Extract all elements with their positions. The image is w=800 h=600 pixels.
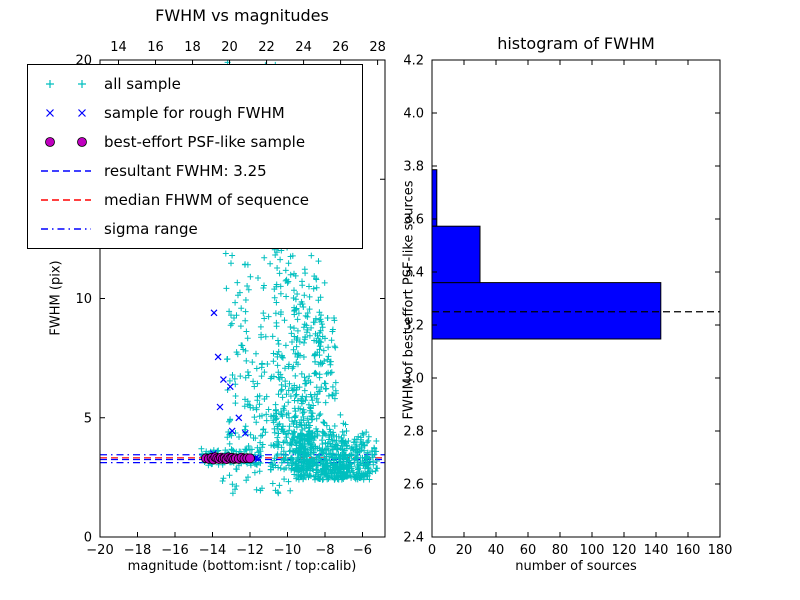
svg-text:0: 0 <box>428 543 436 558</box>
svg-text:−10: −10 <box>274 543 301 558</box>
svg-text:16: 16 <box>147 40 164 55</box>
histogram-xlabel: number of sources <box>515 559 637 574</box>
legend-label: median FHWM of sequence <box>104 191 309 209</box>
psf-sample-marker-icon <box>38 133 94 151</box>
histogram-bar <box>431 225 481 284</box>
histogram-ylabel: FWHM of best-effort PSF-like sources <box>401 180 417 420</box>
svg-text:14: 14 <box>110 40 127 55</box>
svg-text:−20: −20 <box>86 543 113 558</box>
svg-text:60: 60 <box>520 543 537 558</box>
legend-item: sample for rough FWHM <box>38 102 352 124</box>
svg-text:3.4: 3.4 <box>403 266 424 281</box>
svg-text:20: 20 <box>456 543 473 558</box>
svg-text:5: 5 <box>84 411 92 426</box>
histogram-bar <box>431 282 662 340</box>
svg-text:40: 40 <box>488 543 505 558</box>
svg-text:160: 160 <box>676 543 701 558</box>
svg-text:2.6: 2.6 <box>403 478 424 493</box>
svg-text:−16: −16 <box>161 543 188 558</box>
histogram-bars <box>431 169 662 340</box>
legend-item: sigma range <box>38 218 352 240</box>
svg-text:20: 20 <box>221 40 238 55</box>
scatter-title: FWHM vs magnitudes <box>155 6 329 25</box>
svg-text:18: 18 <box>184 40 201 55</box>
scatter-plot-area <box>100 60 385 497</box>
svg-text:10: 10 <box>75 292 92 307</box>
histogram-axes-frame <box>431 59 721 538</box>
svg-text:2.4: 2.4 <box>403 531 424 546</box>
svg-text:120: 120 <box>612 543 637 558</box>
svg-text:22: 22 <box>258 40 275 55</box>
histogram-bar <box>431 169 438 227</box>
resultant-fwhm-line-icon <box>38 162 94 180</box>
svg-text:3.0: 3.0 <box>403 372 424 387</box>
svg-text:26: 26 <box>332 40 349 55</box>
legend: all sample sample for rough FWHM best-ef… <box>27 64 363 249</box>
all-sample-marker-icon <box>38 75 94 93</box>
svg-text:3.6: 3.6 <box>403 213 424 228</box>
histogram-title: histogram of FWHM <box>497 34 655 53</box>
legend-label: resultant FWHM: 3.25 <box>104 162 267 180</box>
svg-text:140: 140 <box>644 543 669 558</box>
svg-text:80: 80 <box>552 543 569 558</box>
svg-text:28: 28 <box>369 40 386 55</box>
rough-fwhm-marker-icon <box>38 104 94 122</box>
svg-text:4.2: 4.2 <box>403 54 424 69</box>
svg-text:−8: −8 <box>315 543 334 558</box>
svg-text:24: 24 <box>295 40 312 55</box>
legend-item: best-effort PSF-like sample <box>38 131 352 153</box>
legend-item: all sample <box>38 73 352 95</box>
svg-text:−12: −12 <box>236 543 263 558</box>
svg-text:3.8: 3.8 <box>403 160 424 175</box>
svg-text:3.2: 3.2 <box>403 319 424 334</box>
svg-text:−18: −18 <box>124 543 151 558</box>
svg-text:−14: −14 <box>199 543 226 558</box>
svg-text:4.0: 4.0 <box>403 107 424 122</box>
svg-text:2.8: 2.8 <box>403 425 424 440</box>
svg-text:−6: −6 <box>353 543 372 558</box>
scatter-xlabel: magnitude (bottom:isnt / top:calib) <box>127 559 357 574</box>
psf-sample-points <box>200 452 255 465</box>
legend-label: sample for rough FWHM <box>104 104 285 122</box>
svg-text:100: 100 <box>580 543 605 558</box>
legend-label: sigma range <box>104 220 198 238</box>
legend-label: best-effort PSF-like sample <box>104 133 306 151</box>
sigma-range-line-icon <box>38 220 94 238</box>
median-fwhm-line-icon <box>38 191 94 209</box>
scatter-ylabel: FWHM (pix) <box>48 260 64 336</box>
legend-item: resultant FWHM: 3.25 <box>38 160 352 182</box>
legend-item: median FHWM of sequence <box>38 189 352 211</box>
legend-label: all sample <box>104 75 181 93</box>
svg-text:180: 180 <box>708 543 733 558</box>
svg-text:0: 0 <box>84 531 92 546</box>
